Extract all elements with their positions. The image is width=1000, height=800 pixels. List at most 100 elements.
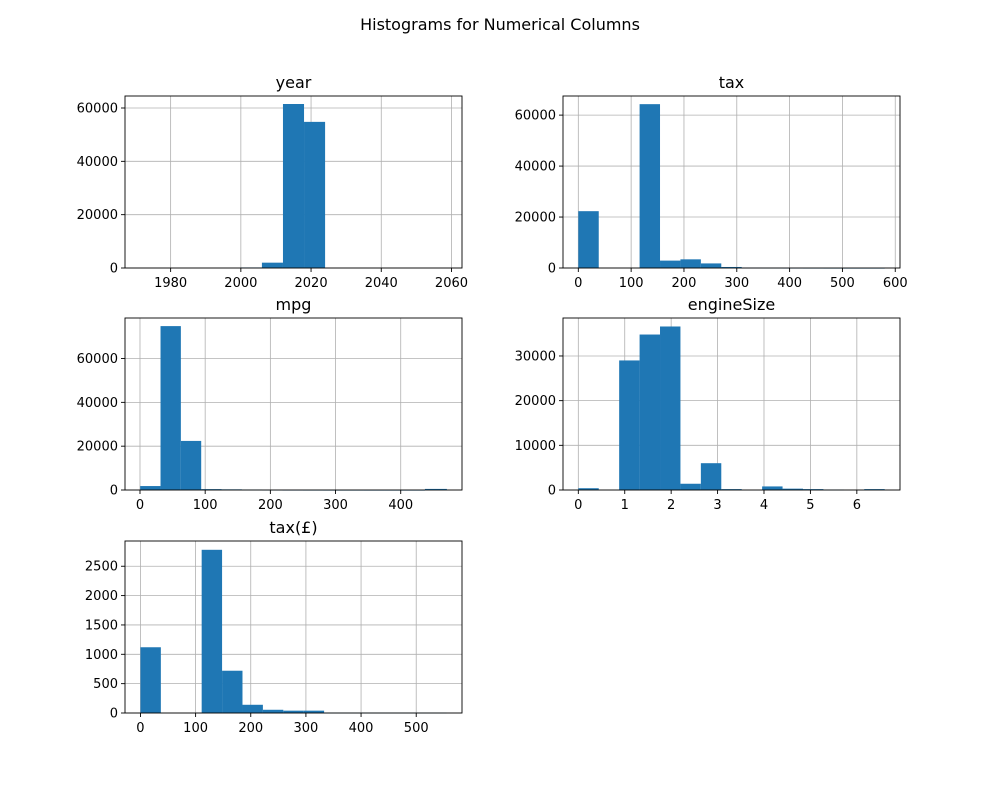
histogram-bar <box>282 104 305 268</box>
grid <box>563 96 900 269</box>
x-tick-label: 400 <box>349 721 374 736</box>
x-tick-label: 400 <box>388 498 413 513</box>
bars <box>240 104 326 269</box>
subplot-title: mpg <box>276 295 312 314</box>
histogram-bar <box>222 670 243 713</box>
y-tick-label: 30000 <box>515 349 556 364</box>
y-tick-label: 60000 <box>77 352 118 367</box>
histogram-bar <box>160 326 181 490</box>
histogram-bar <box>140 647 161 713</box>
histogram-bar <box>721 266 742 268</box>
y-tick-label: 0 <box>548 262 556 277</box>
y-tick-label: 500 <box>93 677 118 692</box>
y-tick-label: 0 <box>548 484 556 499</box>
y-tick-label: 40000 <box>77 396 118 411</box>
histogram-bar <box>424 488 447 490</box>
histogram-bar <box>639 334 661 490</box>
subplot-2: mpg 0 100 200 300 400 0 20000 40000 60000 <box>77 295 463 513</box>
histogram-bar <box>619 360 640 490</box>
x-tick-label: 200 <box>258 498 283 513</box>
x-tick-label: 600 <box>883 276 908 291</box>
histogram-bar <box>782 488 803 490</box>
histogram-bar <box>700 263 722 268</box>
x-tick-label: 6 <box>853 498 861 513</box>
histogram-bar <box>242 704 263 713</box>
histogram-bar <box>262 709 284 713</box>
axes-frame <box>562 317 901 491</box>
y-tick-label: 60000 <box>515 109 556 124</box>
histogram-bar <box>303 710 325 713</box>
histogram-bar <box>700 463 722 490</box>
x-tick-label: 3 <box>713 498 721 513</box>
x-tick-label: 2020 <box>295 276 328 291</box>
x-tick-label: 0 <box>574 276 582 291</box>
y-tick-label: 60000 <box>77 102 118 117</box>
y-tick-label: 2500 <box>85 560 118 575</box>
y-tick-label: 1500 <box>85 618 118 633</box>
y-tick-label: 20000 <box>515 394 556 409</box>
axes-frame <box>124 95 463 269</box>
x-tick-label: 5 <box>806 498 814 513</box>
x-tick-label: 4 <box>760 498 768 513</box>
x-tick-label: 100 <box>193 498 218 513</box>
y-tick-label: 40000 <box>515 160 556 175</box>
x-tick-label: 0 <box>574 498 582 513</box>
axes-frame <box>124 317 463 491</box>
axes-frame <box>562 95 901 269</box>
y-tick-label: 0 <box>110 707 118 722</box>
histogram-bar <box>639 104 661 268</box>
subplot-title: tax(£) <box>269 518 317 537</box>
histogram-bar <box>578 488 599 490</box>
subplot-title: tax <box>719 73 745 92</box>
subplot-0: year 1980 2000 2020 2040 2060 0 20000 40000 60000 <box>77 73 468 291</box>
histogram-bar <box>660 326 681 490</box>
y-tick-label: 2000 <box>85 589 118 604</box>
y-tick-label: 20000 <box>77 440 118 455</box>
y-tick-label: 0 <box>110 484 118 499</box>
bars <box>140 549 447 714</box>
x-tick-label: 0 <box>136 498 144 513</box>
histogram-bar <box>680 259 701 268</box>
subplot-4: tax(£) 0 100 200 300 400 500 0 500 1000 1500 2000 25… <box>85 518 463 736</box>
histogram-bar <box>180 440 202 490</box>
y-tick-label: 10000 <box>515 439 556 454</box>
x-tick-label: 100 <box>619 276 644 291</box>
x-tick-label: 500 <box>404 721 429 736</box>
x-tick-label: 2060 <box>435 276 468 291</box>
axes-frame <box>124 540 463 714</box>
x-tick-label: 400 <box>777 276 802 291</box>
x-tick-label: 1 <box>621 498 629 513</box>
x-tick-label: 300 <box>323 498 348 513</box>
y-tick-label: 0 <box>110 262 118 277</box>
x-tick-label: 100 <box>183 721 208 736</box>
x-tick-label: 2040 <box>365 276 398 291</box>
x-tick-label: 300 <box>724 276 749 291</box>
histogram-bar <box>762 486 783 490</box>
x-tick-label: 0 <box>136 721 144 736</box>
histogram-bar <box>304 121 326 268</box>
y-tick-label: 1000 <box>85 648 118 663</box>
bars <box>578 104 885 269</box>
subplot-title: year <box>276 73 312 92</box>
y-tick-label: 20000 <box>77 208 118 223</box>
x-tick-label: 2 <box>667 498 675 513</box>
grid <box>563 318 900 491</box>
subplot-3: engineSize 0 1 2 3 4 5 6 0 10000 20000 30000 <box>515 295 901 513</box>
histogram-bar <box>660 260 681 268</box>
x-tick-label: 200 <box>672 276 697 291</box>
subplot-1: tax 0 100 200 300 400 500 600 0 20000 40000 60000 <box>515 73 908 291</box>
histogram-bar <box>578 211 599 268</box>
histogram-bar <box>261 262 283 268</box>
x-tick-label: 200 <box>238 721 263 736</box>
x-tick-label: 500 <box>830 276 855 291</box>
bars <box>578 326 885 491</box>
x-tick-label: 1980 <box>154 276 187 291</box>
histogram-bar <box>283 710 304 713</box>
histogram-bar <box>680 483 701 490</box>
figure-suptitle: Histograms for Numerical Columns <box>360 15 640 34</box>
histogram-bar <box>140 486 161 490</box>
x-tick-label: 300 <box>293 721 318 736</box>
histogram-bar <box>201 549 223 713</box>
x-tick-label: 2000 <box>224 276 257 291</box>
